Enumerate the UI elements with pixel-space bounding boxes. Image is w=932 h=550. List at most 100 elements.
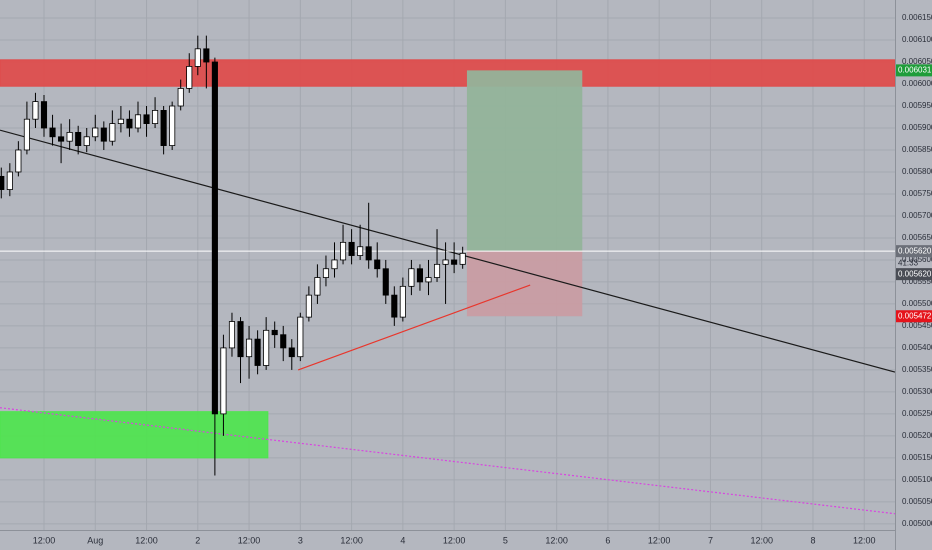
candle-body — [15, 149, 22, 173]
candle-body — [160, 109, 167, 146]
candle-body — [382, 268, 389, 296]
candle-body — [314, 277, 321, 296]
candle-body — [339, 241, 347, 261]
candle-body — [263, 329, 270, 366]
candle-body — [246, 338, 253, 358]
candle-body — [75, 131, 82, 146]
x-tick-label: Aug — [87, 535, 103, 545]
candle-body — [143, 114, 150, 124]
candle-body — [399, 285, 406, 318]
x-tick-label: 6 — [605, 535, 610, 545]
entry-label: 0.005620 — [898, 269, 932, 278]
candle-body — [220, 347, 227, 415]
candle-body — [331, 259, 338, 270]
candle-body — [49, 127, 56, 138]
candle-body — [58, 136, 65, 142]
candle-body — [280, 334, 287, 349]
x-tick-label: 12:00 — [545, 535, 568, 545]
x-tick-label: 7 — [708, 535, 713, 545]
candle-body — [152, 109, 159, 124]
candle-body — [288, 347, 295, 358]
candle-body — [365, 246, 372, 261]
candle-body — [322, 268, 330, 278]
candle-body — [203, 48, 210, 63]
candle-body — [66, 131, 73, 142]
candle-body — [32, 101, 39, 120]
candle-body — [83, 136, 90, 146]
trend-line — [297, 284, 531, 371]
candle-body — [425, 277, 432, 283]
candle-body — [6, 171, 13, 190]
x-tick-label: 8 — [810, 535, 815, 545]
zone — [0, 59, 895, 87]
x-tick-label: 12:00 — [238, 535, 261, 545]
candle-body — [442, 259, 449, 265]
candle-body — [0, 175, 5, 190]
candle-body — [271, 329, 278, 336]
candle-body — [451, 259, 458, 265]
candle-body — [348, 241, 355, 256]
x-tick-label: 4 — [400, 535, 405, 545]
x-tick-label: 12:00 — [443, 535, 466, 545]
candle-body — [134, 114, 142, 129]
candle-body — [408, 268, 415, 287]
candle-body — [169, 105, 176, 146]
current-price-label: 0.005620 — [898, 246, 932, 255]
candle-body — [177, 88, 184, 107]
stop-label: 0.005472 — [898, 311, 932, 320]
plot-area — [0, 35, 895, 515]
candle-body — [237, 321, 244, 358]
candle-body — [374, 259, 381, 270]
x-tick-label: 5 — [503, 535, 508, 545]
candle-body — [254, 338, 261, 366]
x-tick-label: 12:00 — [33, 535, 56, 545]
countdown: 41:33 — [898, 258, 919, 267]
candle-body — [357, 246, 364, 256]
target-label-bg — [896, 64, 932, 77]
candle-body — [305, 294, 312, 318]
stop-label-bg — [896, 310, 932, 323]
candle-body — [186, 66, 193, 89]
x-tick-label: 12:00 — [853, 535, 876, 545]
candle-body — [433, 263, 441, 278]
candle-body — [109, 123, 116, 142]
x-tick-label: 12:00 — [750, 535, 773, 545]
candle-body — [416, 268, 423, 283]
candle-body — [23, 118, 30, 151]
candle-body — [92, 127, 99, 138]
x-tick-label: 12:00 — [648, 535, 671, 545]
x-tick-label: 12:00 — [135, 535, 158, 545]
target-label: 0.006031 — [898, 65, 932, 74]
candle-body — [297, 316, 304, 358]
candle-body — [40, 101, 48, 129]
candle-body — [391, 294, 398, 318]
position-target — [466, 70, 583, 252]
candle-body — [459, 252, 466, 265]
candle-body — [194, 48, 201, 67]
